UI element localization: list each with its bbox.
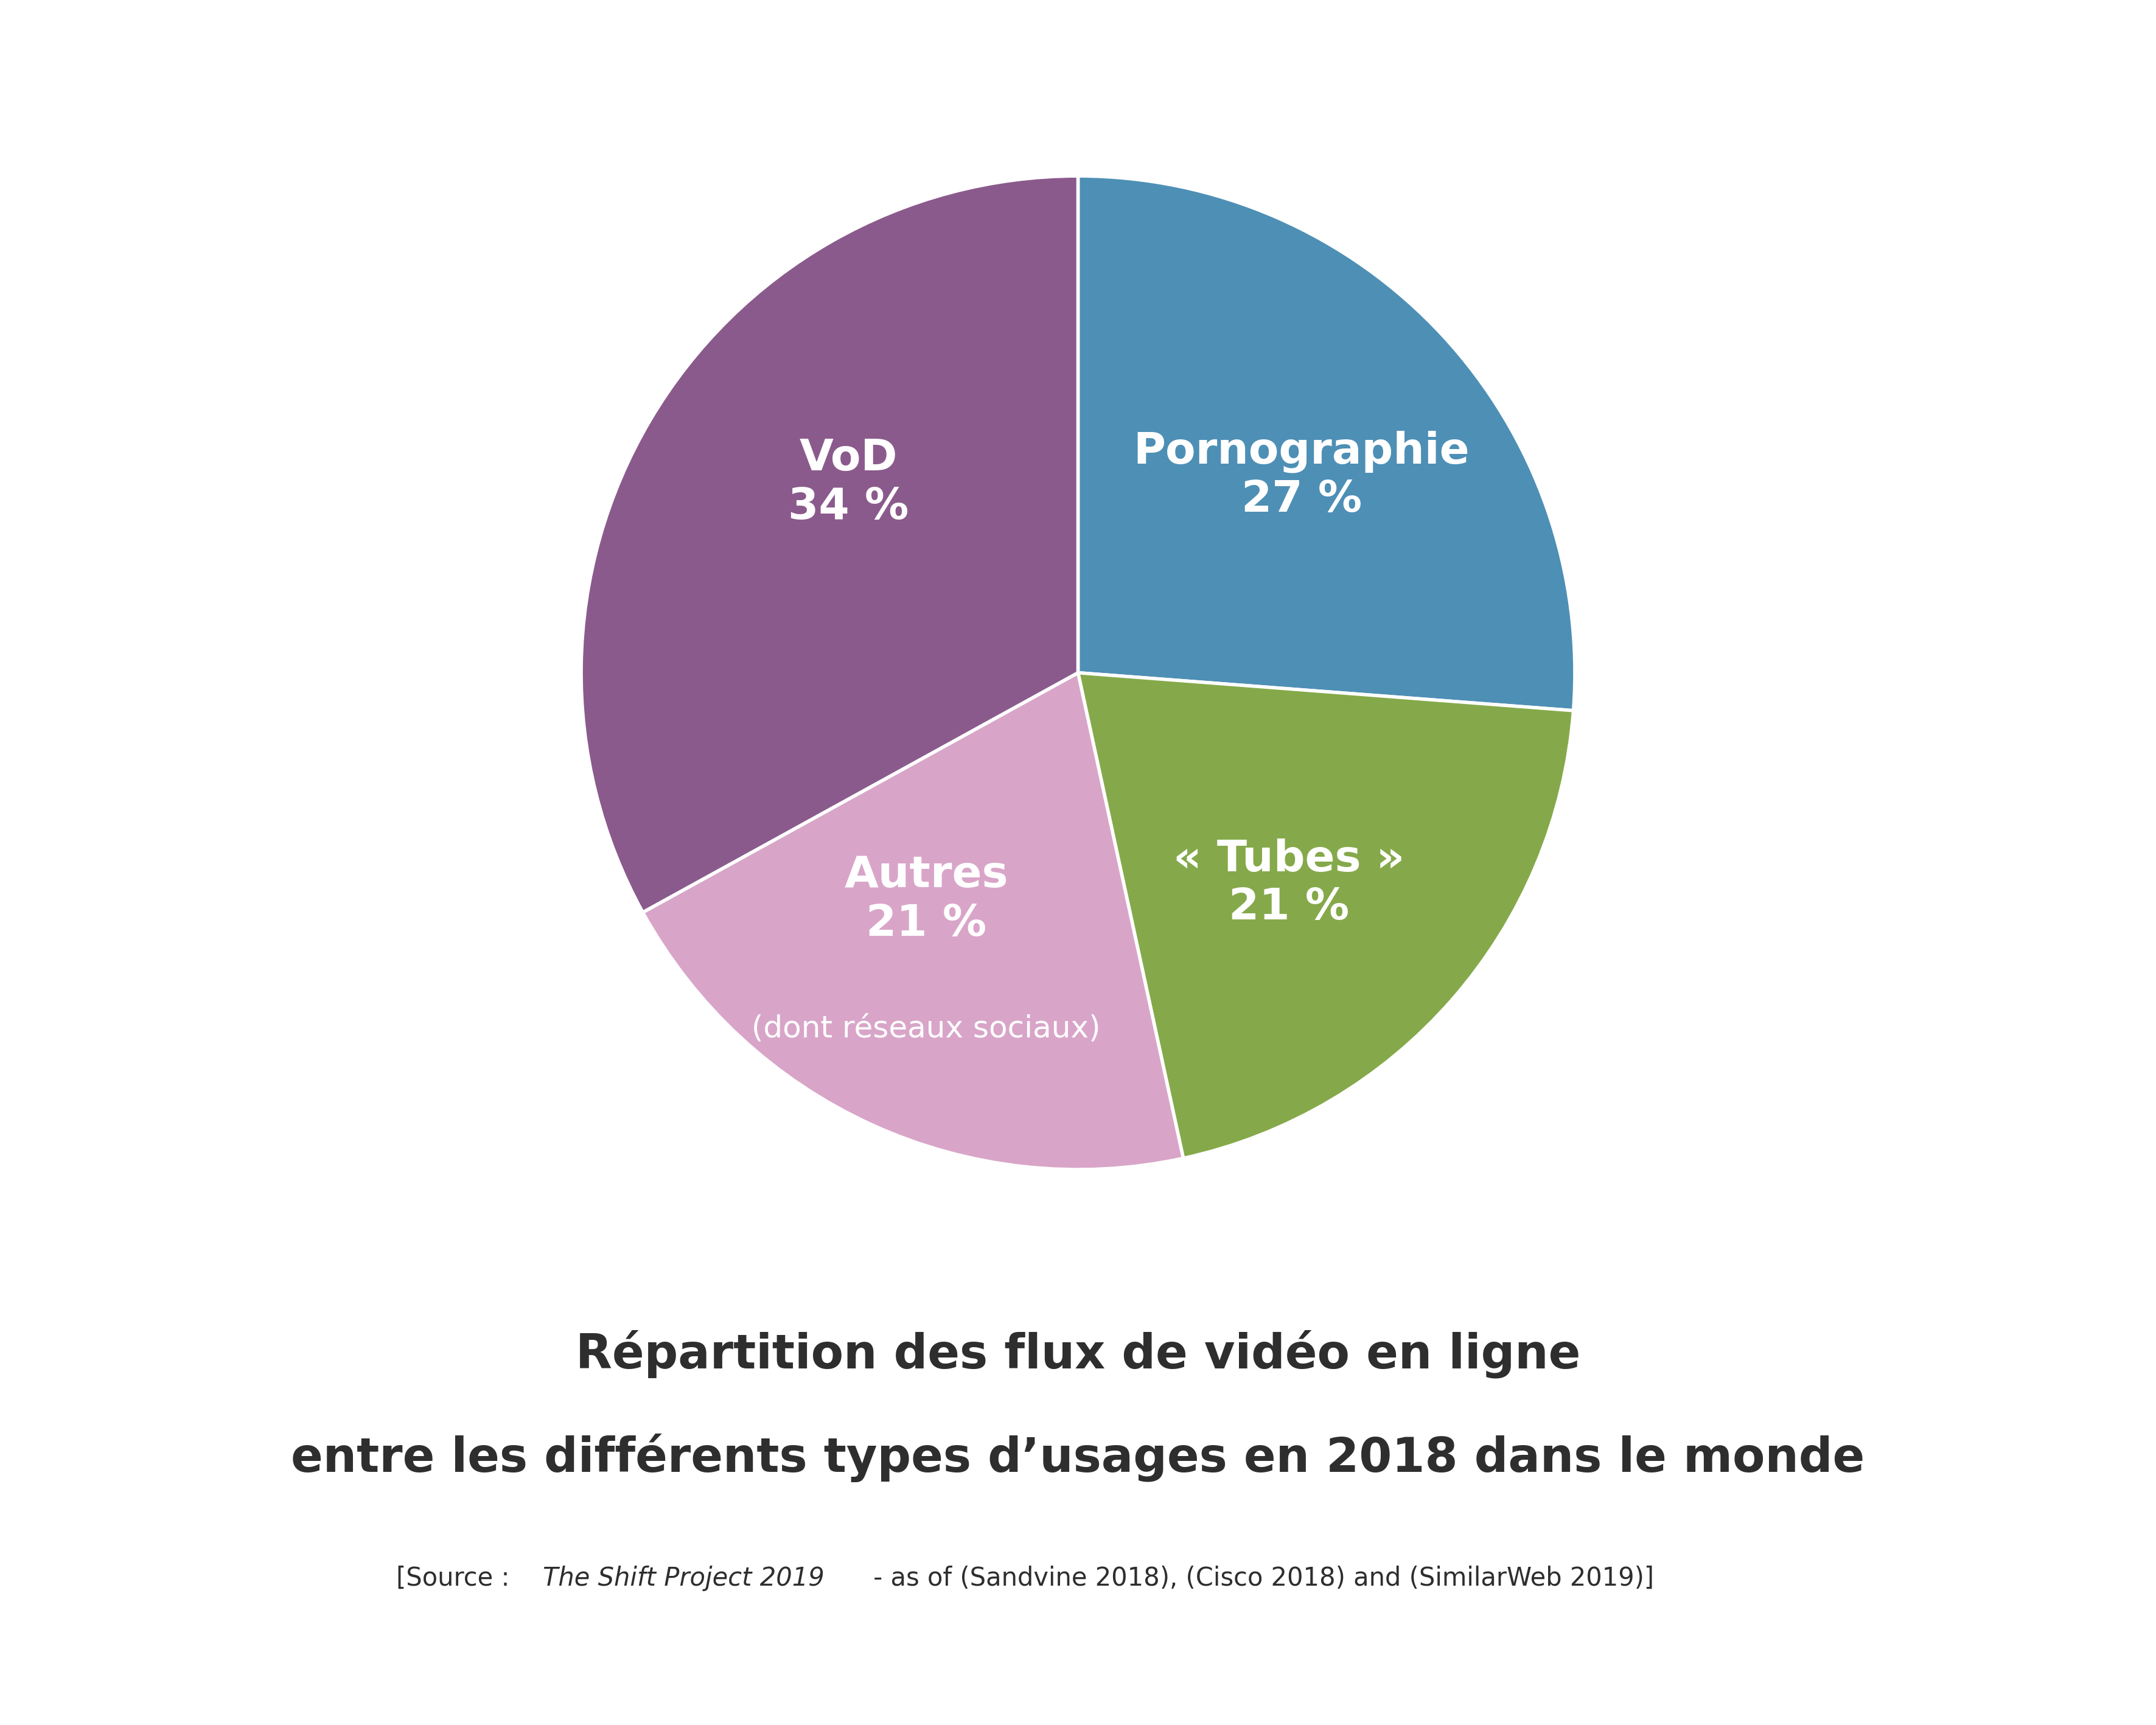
Text: - as of (Sandvine 2018), (Cisco 2018) and (SimilarWeb 2019)]: - as of (Sandvine 2018), (Cisco 2018) an… [865, 1566, 1654, 1590]
Text: entre les différents types d’usages en 2018 dans le monde: entre les différents types d’usages en 2… [291, 1433, 1865, 1482]
Text: The Shift Project 2019: The Shift Project 2019 [543, 1566, 824, 1590]
Text: Autres
21 %: Autres 21 % [845, 854, 1009, 945]
Text: Pornographie
27 %: Pornographie 27 % [1134, 430, 1470, 521]
Wedge shape [1078, 176, 1574, 711]
Wedge shape [1078, 673, 1574, 1157]
Text: VoD
34 %: VoD 34 % [787, 438, 908, 528]
Wedge shape [642, 673, 1184, 1170]
Text: (dont réseaux sociaux): (dont réseaux sociaux) [752, 1014, 1102, 1044]
Wedge shape [582, 176, 1078, 913]
Text: « Tubes »
21 %: « Tubes » 21 % [1173, 838, 1404, 928]
Text: Répartition des flux de vidéo en ligne: Répartition des flux de vidéo en ligne [576, 1330, 1580, 1378]
Text: [Source :: [Source : [397, 1566, 517, 1590]
